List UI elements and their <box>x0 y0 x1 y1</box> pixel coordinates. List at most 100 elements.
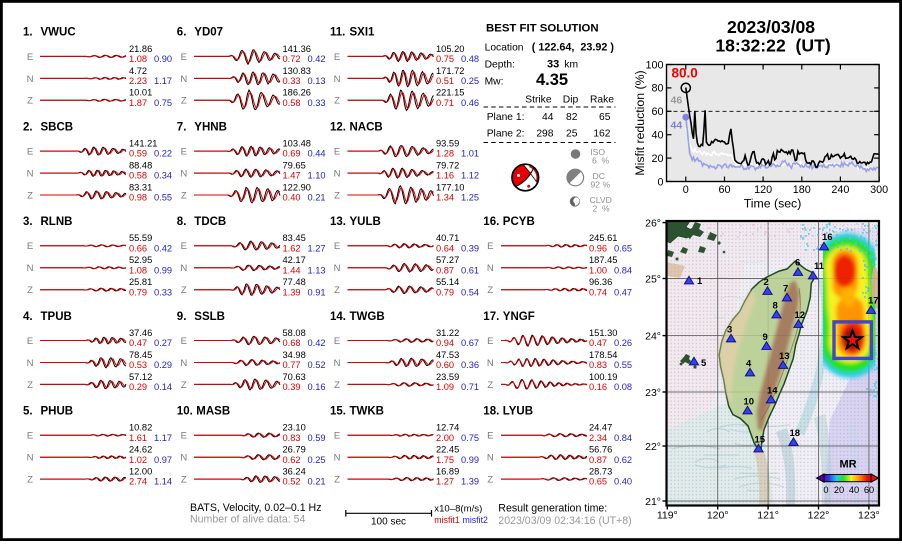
svg-text:93.59: 93.59 <box>436 139 459 149</box>
svg-text:E: E <box>487 336 493 347</box>
svg-text:0.75: 0.75 <box>154 98 172 108</box>
svg-text:80.0: 80.0 <box>672 66 698 81</box>
svg-text:N: N <box>334 263 341 274</box>
svg-text:141.36: 141.36 <box>283 44 311 54</box>
svg-text:Z: Z <box>181 285 187 296</box>
svg-text:misfit2: misfit2 <box>463 515 489 525</box>
svg-text:0: 0 <box>683 184 689 196</box>
svg-text:1.01: 1.01 <box>461 149 479 159</box>
svg-text:42.17: 42.17 <box>283 255 306 265</box>
svg-text:40.71: 40.71 <box>436 233 459 243</box>
svg-text:Number of alive data: 54: Number of alive data: 54 <box>190 514 306 526</box>
svg-text:120: 120 <box>754 184 772 196</box>
svg-text:E: E <box>334 52 340 63</box>
svg-text:N: N <box>334 358 341 369</box>
svg-text:0.36: 0.36 <box>461 360 479 370</box>
svg-text:0.21: 0.21 <box>308 193 326 203</box>
svg-text:2 %: 2 % <box>593 204 611 214</box>
svg-text:82: 82 <box>566 112 578 123</box>
svg-text:0.87: 0.87 <box>589 455 607 465</box>
svg-text:0.79: 0.79 <box>129 287 147 297</box>
svg-text:88.48: 88.48 <box>129 161 152 171</box>
svg-text:12.74: 12.74 <box>436 423 459 433</box>
svg-text:2.74: 2.74 <box>129 477 147 487</box>
svg-text:0.46: 0.46 <box>461 98 479 108</box>
svg-text:4.: 4. <box>23 311 33 323</box>
svg-text:E: E <box>181 336 187 347</box>
svg-text:20: 20 <box>834 485 844 495</box>
svg-text:13.: 13. <box>330 216 346 228</box>
svg-text:83.45: 83.45 <box>283 233 306 243</box>
svg-text:E: E <box>334 241 340 252</box>
svg-text:N: N <box>487 453 494 464</box>
svg-text:0.33: 0.33 <box>154 287 172 297</box>
svg-text:0.94: 0.94 <box>436 338 454 348</box>
svg-text:1.61: 1.61 <box>129 433 147 443</box>
svg-text:0.33: 0.33 <box>283 76 301 86</box>
svg-text:80: 80 <box>651 83 663 95</box>
svg-text:Z: Z <box>27 96 33 107</box>
svg-text:178.54: 178.54 <box>589 350 617 360</box>
svg-text:Z: Z <box>334 380 340 391</box>
svg-text:3.: 3. <box>23 216 33 228</box>
svg-text:2: 2 <box>764 277 769 288</box>
svg-text:0: 0 <box>657 176 663 188</box>
svg-text:1.39: 1.39 <box>461 477 479 487</box>
svg-text:2023/03/08: 2023/03/08 <box>727 17 815 37</box>
svg-text:33: 33 <box>547 59 559 71</box>
svg-text:Z: Z <box>27 285 33 296</box>
svg-text:0.26: 0.26 <box>614 338 632 348</box>
svg-text:Z: Z <box>27 380 33 391</box>
svg-text:0.62: 0.62 <box>283 455 301 465</box>
svg-text:5.: 5. <box>23 406 33 418</box>
svg-text:0.69: 0.69 <box>283 149 301 159</box>
svg-text:E: E <box>27 147 33 158</box>
svg-text:1.27: 1.27 <box>308 243 326 253</box>
svg-text:0.27: 0.27 <box>154 338 172 348</box>
svg-text:100: 100 <box>645 59 663 71</box>
svg-text:298: 298 <box>536 129 553 140</box>
svg-text:YD07: YD07 <box>194 27 223 39</box>
svg-text:Z: Z <box>27 190 33 201</box>
svg-text:9: 9 <box>763 332 768 343</box>
svg-text:177.10: 177.10 <box>436 182 464 192</box>
svg-text:0.74: 0.74 <box>589 287 607 297</box>
svg-text:16.: 16. <box>483 216 499 228</box>
svg-text:Z: Z <box>487 380 493 391</box>
svg-text:60: 60 <box>864 485 874 495</box>
svg-text:0.40: 0.40 <box>283 193 301 203</box>
svg-text:162: 162 <box>593 129 610 140</box>
svg-text:25: 25 <box>566 129 578 140</box>
svg-text:186.26: 186.26 <box>283 88 311 98</box>
svg-text:0.83: 0.83 <box>283 433 301 443</box>
svg-text:PHUB: PHUB <box>41 406 74 418</box>
svg-text:0.99: 0.99 <box>154 265 172 275</box>
svg-text:83.31: 83.31 <box>129 182 152 192</box>
svg-text:0.87: 0.87 <box>436 265 454 275</box>
svg-text:13: 13 <box>779 351 790 362</box>
svg-text:60: 60 <box>718 184 730 196</box>
svg-text:Z: Z <box>334 475 340 486</box>
svg-text:0.29: 0.29 <box>129 382 147 392</box>
svg-text:0.54: 0.54 <box>461 287 479 297</box>
svg-text:E: E <box>487 431 493 442</box>
svg-text:105.20: 105.20 <box>436 44 464 54</box>
svg-text:0.08: 0.08 <box>614 382 632 392</box>
svg-text:17.: 17. <box>483 311 499 323</box>
svg-text:N: N <box>180 263 187 274</box>
svg-text:25°: 25° <box>645 273 661 285</box>
svg-text:6: 6 <box>795 258 800 269</box>
svg-text:0.61: 0.61 <box>461 265 479 275</box>
svg-text:Mw:: Mw: <box>485 76 504 87</box>
svg-text:31.22: 31.22 <box>436 328 459 338</box>
svg-text:N: N <box>334 453 341 464</box>
svg-text:0.42: 0.42 <box>308 54 326 64</box>
svg-text:120°: 120° <box>707 510 729 522</box>
svg-text:240: 240 <box>831 184 849 196</box>
svg-text:E: E <box>27 431 33 442</box>
svg-text:2.: 2. <box>23 121 33 133</box>
svg-text:1.39: 1.39 <box>283 287 301 297</box>
svg-text:0.25: 0.25 <box>308 455 326 465</box>
svg-text:0.65: 0.65 <box>589 477 607 487</box>
svg-text:Plane 1:: Plane 1: <box>487 112 525 123</box>
